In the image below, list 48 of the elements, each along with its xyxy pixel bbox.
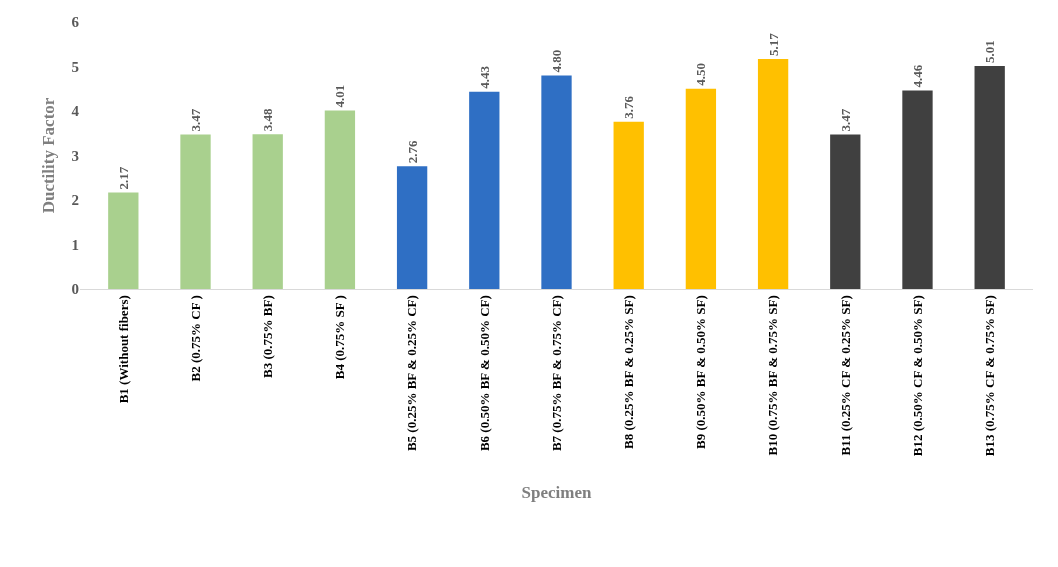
- x-tick-label: B6 (0.50% BF & 0.50% CF): [476, 295, 492, 452]
- data-label: 3.48: [260, 107, 276, 132]
- x-tick-label: B2 (0.75% CF ): [187, 295, 203, 382]
- y-tick-label: 0: [71, 281, 79, 298]
- x-tick-label: B10 (0.75% BF & 0.75% SF): [765, 295, 781, 456]
- y-tick-label: 6: [71, 14, 80, 31]
- bar: [830, 134, 861, 289]
- data-label: 5.17: [765, 32, 781, 56]
- bar: [685, 88, 717, 289]
- bar: [252, 134, 283, 289]
- data-label: 3.76: [621, 95, 637, 119]
- x-tick-label: B9 (0.50% BF & 0.50% SF): [693, 295, 709, 449]
- y-tick-label: 3: [71, 147, 79, 164]
- x-tick-label: B7 (0.75% BF & 0.75% CF): [548, 295, 564, 452]
- x-tick-label: B3 (0.75% BF): [259, 295, 275, 378]
- data-label: 4.50: [693, 63, 709, 86]
- bar: [974, 66, 1005, 289]
- bar: [541, 75, 572, 289]
- data-label: 3.47: [837, 108, 853, 132]
- data-label: 3.47: [188, 108, 204, 132]
- bar: [902, 90, 933, 289]
- x-axis-title: Specimen: [521, 482, 592, 502]
- bar: [324, 110, 356, 289]
- bar: [469, 91, 500, 289]
- data-label: 2.17: [115, 166, 131, 190]
- data-label: 4.80: [549, 49, 564, 73]
- y-tick-label: 2: [71, 192, 79, 209]
- data-label: 4.01: [332, 84, 348, 108]
- x-tick-label: B5 (0.25% BF & 0.25% CF): [404, 295, 420, 452]
- bar: [108, 192, 139, 289]
- x-tick-label: B1 (Without fibers): [115, 295, 131, 404]
- data-label: 4.46: [909, 64, 925, 88]
- bar: [396, 166, 428, 289]
- x-tick-label: B13 (0.75% CF & 0.75% SF): [981, 295, 997, 457]
- x-tick-label: B8 (0.25% BF & 0.25% SF): [620, 295, 636, 449]
- bar: [180, 134, 211, 289]
- bar: [613, 121, 644, 289]
- y-axis-title: Ductility Factor: [39, 97, 59, 214]
- data-label: 5.01: [982, 40, 998, 64]
- y-tick-label: 4: [71, 103, 80, 120]
- bar: [757, 58, 789, 289]
- data-label: 2.76: [404, 139, 420, 164]
- y-tick-label: 1: [71, 236, 79, 253]
- x-tick-label: B12 (0.50% CF & 0.50% SF): [909, 295, 925, 457]
- y-tick-label: 5: [71, 58, 79, 75]
- x-tick-label: B4 (0.75% SF ): [332, 295, 348, 380]
- data-label: 4.43: [476, 65, 492, 89]
- x-tick-label: B11 (0.25% CF & 0.25% SF): [837, 295, 853, 456]
